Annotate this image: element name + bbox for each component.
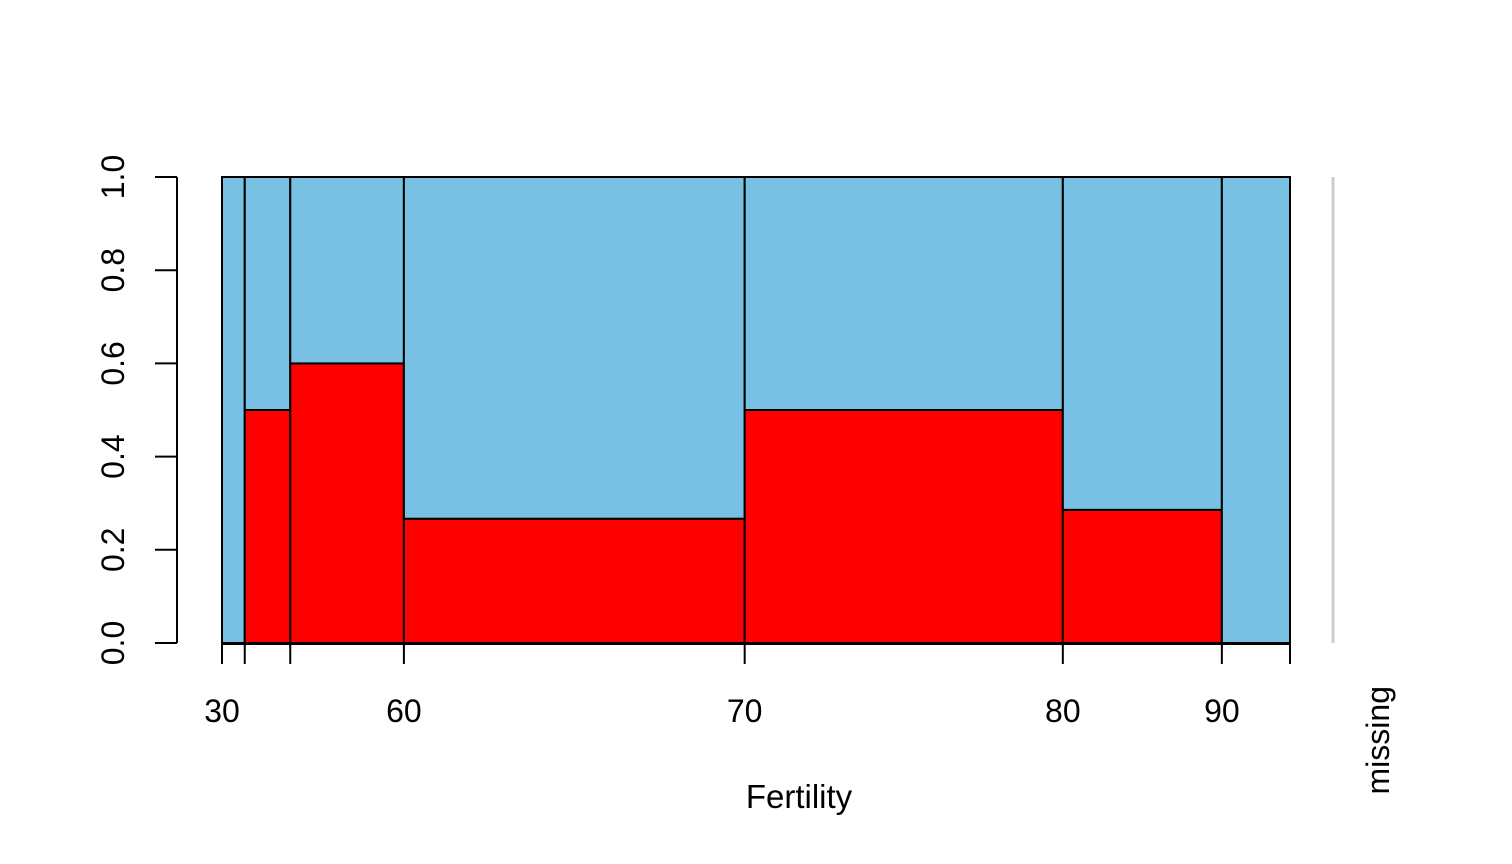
- bar-lower-70-80: [743, 409, 1064, 644]
- bar-upper-80-90: [1061, 176, 1223, 511]
- bar-upper-40-50: [243, 176, 292, 411]
- bar-lower-80-90: [1061, 508, 1223, 644]
- bar-lower-50-60: [289, 362, 405, 644]
- bar-upper-60-70: [402, 176, 746, 520]
- bar-lower-60-70: [402, 517, 746, 644]
- y-tick-label-0.4: 0.4: [95, 434, 131, 478]
- bars-group: [221, 176, 1291, 644]
- x-tick-label-90: 90: [1204, 693, 1240, 729]
- x-tick-label-80: 80: [1045, 693, 1081, 729]
- bar-upper-50-60: [289, 176, 405, 365]
- x-tick-label-60: 60: [386, 693, 422, 729]
- bar-upper-30-40: [221, 176, 246, 644]
- missing-label: missing: [1360, 686, 1396, 794]
- y-tick-label-1.0: 1.0: [95, 155, 131, 199]
- x-axis: 30 60 70 80 90: [204, 643, 1291, 729]
- bar-lower-40-50: [243, 409, 292, 644]
- y-tick-label-0.0: 0.0: [95, 621, 131, 665]
- x-axis-title: Fertility: [746, 778, 853, 815]
- y-tick-label-0.8: 0.8: [95, 248, 131, 292]
- y-tick-label-0.2: 0.2: [95, 528, 131, 572]
- x-tick-label-70: 70: [727, 693, 763, 729]
- y-tick-label-0.6: 0.6: [95, 341, 131, 385]
- bar-upper-70-80: [743, 176, 1064, 411]
- x-tick-label-30: 30: [204, 693, 240, 729]
- bar-upper-90-100: [1220, 176, 1291, 644]
- y-axis: 0.0 0.2 0.4 0.6 0.8 1.0: [95, 155, 178, 665]
